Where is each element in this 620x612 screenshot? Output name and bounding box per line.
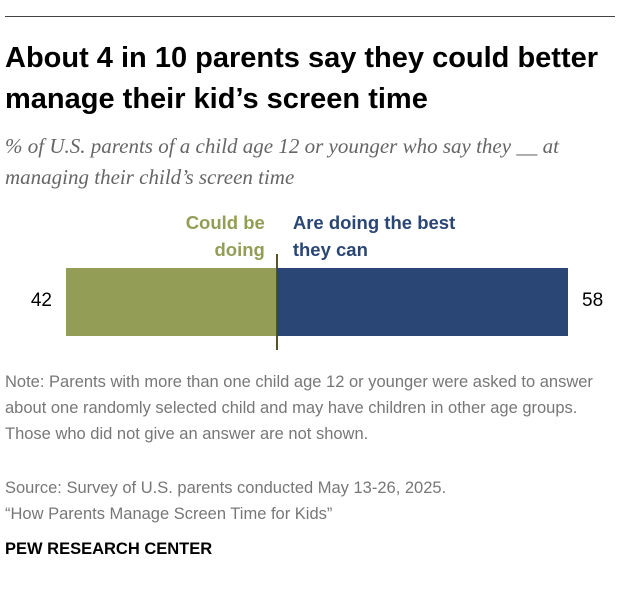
bar (276, 268, 568, 336)
source: Source: Survey of U.S. parents conducted… (5, 479, 447, 497)
legend-label: Are doing the best they can (292, 212, 456, 260)
value-label: 42 (30, 290, 52, 311)
bar (66, 268, 277, 336)
source: “How Parents Manage Screen Time for Kids… (5, 505, 333, 523)
top-rule (5, 16, 615, 17)
credit: PEW RESEARCH CENTER (5, 540, 213, 558)
value-label: 58 (582, 290, 604, 311)
chart-title: About 4 in 10 parents say they could bet… (5, 42, 599, 115)
legend-label: Could be doing better (185, 212, 265, 287)
note: Note: Parents with more than one child a… (5, 373, 593, 443)
chart-subtitle: % of U.S. parents of a child age 12 or y… (5, 134, 559, 189)
